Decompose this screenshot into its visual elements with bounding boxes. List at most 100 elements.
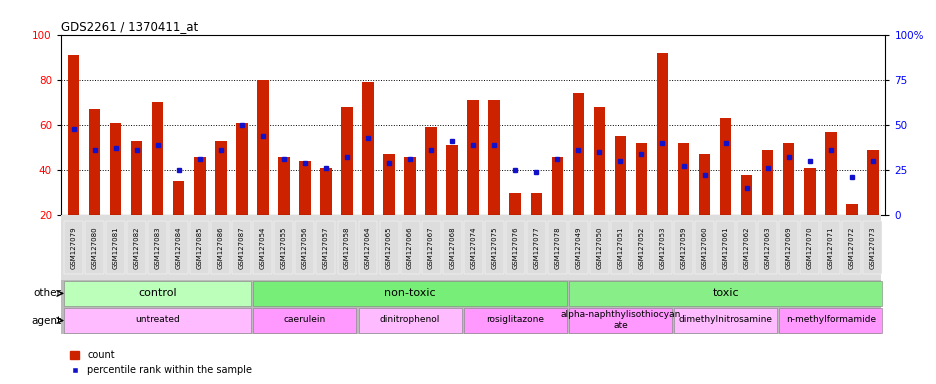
Bar xyxy=(488,100,500,260)
Text: other: other xyxy=(33,288,61,298)
Bar xyxy=(110,122,122,260)
Text: toxic: toxic xyxy=(711,288,739,298)
FancyBboxPatch shape xyxy=(127,221,146,274)
Bar xyxy=(278,157,289,260)
Text: GSM127054: GSM127054 xyxy=(259,227,266,269)
Bar xyxy=(656,53,667,260)
Text: GSM127050: GSM127050 xyxy=(595,226,602,269)
Text: GSM127059: GSM127059 xyxy=(680,226,686,269)
FancyBboxPatch shape xyxy=(590,221,608,274)
FancyBboxPatch shape xyxy=(85,221,104,274)
Text: GSM127080: GSM127080 xyxy=(92,226,97,269)
FancyBboxPatch shape xyxy=(862,221,882,274)
FancyBboxPatch shape xyxy=(799,221,818,274)
Text: GSM127086: GSM127086 xyxy=(217,226,224,269)
Text: GSM127079: GSM127079 xyxy=(70,226,77,269)
Bar xyxy=(64,308,251,333)
Bar xyxy=(131,141,142,260)
FancyBboxPatch shape xyxy=(253,221,272,274)
Bar xyxy=(719,118,731,260)
FancyBboxPatch shape xyxy=(190,221,209,274)
Bar xyxy=(467,100,478,260)
Text: GSM127051: GSM127051 xyxy=(617,226,622,269)
Text: GSM127073: GSM127073 xyxy=(869,226,875,269)
Text: GSM127060: GSM127060 xyxy=(701,226,707,269)
Text: GSM127078: GSM127078 xyxy=(554,226,560,269)
Text: dimethylnitrosamine: dimethylnitrosamine xyxy=(678,316,772,324)
Bar xyxy=(152,103,163,260)
FancyBboxPatch shape xyxy=(505,221,524,274)
Text: GSM127066: GSM127066 xyxy=(406,226,413,269)
FancyBboxPatch shape xyxy=(401,221,419,274)
Text: GSM127083: GSM127083 xyxy=(154,226,160,269)
Bar xyxy=(698,154,709,260)
Text: control: control xyxy=(139,288,177,298)
FancyBboxPatch shape xyxy=(484,221,504,274)
Text: GSM127061: GSM127061 xyxy=(722,226,728,269)
Bar xyxy=(845,204,856,260)
FancyBboxPatch shape xyxy=(695,221,713,274)
Bar xyxy=(866,150,878,260)
Bar xyxy=(425,127,436,260)
FancyBboxPatch shape xyxy=(673,221,693,274)
Text: caerulein: caerulein xyxy=(284,316,326,324)
Text: GSM127055: GSM127055 xyxy=(281,227,286,269)
Text: GSM127076: GSM127076 xyxy=(512,226,518,269)
Text: GSM127064: GSM127064 xyxy=(365,226,371,269)
Text: GSM127053: GSM127053 xyxy=(659,226,665,269)
Bar xyxy=(383,154,394,260)
Bar xyxy=(572,93,583,260)
Bar xyxy=(256,80,269,260)
Bar xyxy=(824,132,836,260)
Bar xyxy=(67,55,80,260)
FancyBboxPatch shape xyxy=(64,221,83,274)
Bar xyxy=(463,308,566,333)
Text: GSM127068: GSM127068 xyxy=(448,226,455,269)
FancyBboxPatch shape xyxy=(715,221,734,274)
Bar xyxy=(89,109,100,260)
Bar xyxy=(173,181,184,260)
Text: GSM127069: GSM127069 xyxy=(785,226,791,269)
FancyBboxPatch shape xyxy=(821,221,840,274)
Bar xyxy=(253,308,356,333)
Bar xyxy=(446,145,458,260)
FancyBboxPatch shape xyxy=(316,221,335,274)
Text: GSM127085: GSM127085 xyxy=(197,226,202,269)
Bar xyxy=(568,308,671,333)
FancyBboxPatch shape xyxy=(757,221,776,274)
Bar xyxy=(358,308,461,333)
Text: non-toxic: non-toxic xyxy=(384,288,435,298)
FancyBboxPatch shape xyxy=(358,221,377,274)
Bar xyxy=(568,281,882,306)
Text: untreated: untreated xyxy=(135,316,180,324)
Bar xyxy=(677,143,689,260)
Bar xyxy=(362,82,373,260)
Text: GSM127049: GSM127049 xyxy=(575,226,580,269)
Bar xyxy=(761,150,772,260)
Bar xyxy=(635,143,647,260)
Text: GSM127067: GSM127067 xyxy=(428,226,433,269)
Bar xyxy=(740,175,752,260)
Text: GSM127063: GSM127063 xyxy=(764,226,769,269)
Bar xyxy=(236,122,247,260)
Text: GDS2261 / 1370411_at: GDS2261 / 1370411_at xyxy=(61,20,197,33)
FancyBboxPatch shape xyxy=(841,221,860,274)
Text: GSM127084: GSM127084 xyxy=(176,226,182,269)
Bar xyxy=(253,281,566,306)
FancyBboxPatch shape xyxy=(212,221,230,274)
Text: GSM127056: GSM127056 xyxy=(301,226,308,269)
FancyBboxPatch shape xyxy=(442,221,461,274)
FancyBboxPatch shape xyxy=(548,221,566,274)
FancyBboxPatch shape xyxy=(421,221,440,274)
FancyBboxPatch shape xyxy=(737,221,755,274)
Bar xyxy=(403,157,416,260)
Text: GSM127075: GSM127075 xyxy=(490,226,497,269)
Text: GSM127087: GSM127087 xyxy=(239,226,244,269)
FancyBboxPatch shape xyxy=(631,221,651,274)
Bar xyxy=(614,136,625,260)
Bar xyxy=(214,141,227,260)
Text: n-methylformamide: n-methylformamide xyxy=(785,316,875,324)
Text: dinitrophenol: dinitrophenol xyxy=(379,316,440,324)
Bar xyxy=(320,168,331,260)
FancyBboxPatch shape xyxy=(568,221,587,274)
